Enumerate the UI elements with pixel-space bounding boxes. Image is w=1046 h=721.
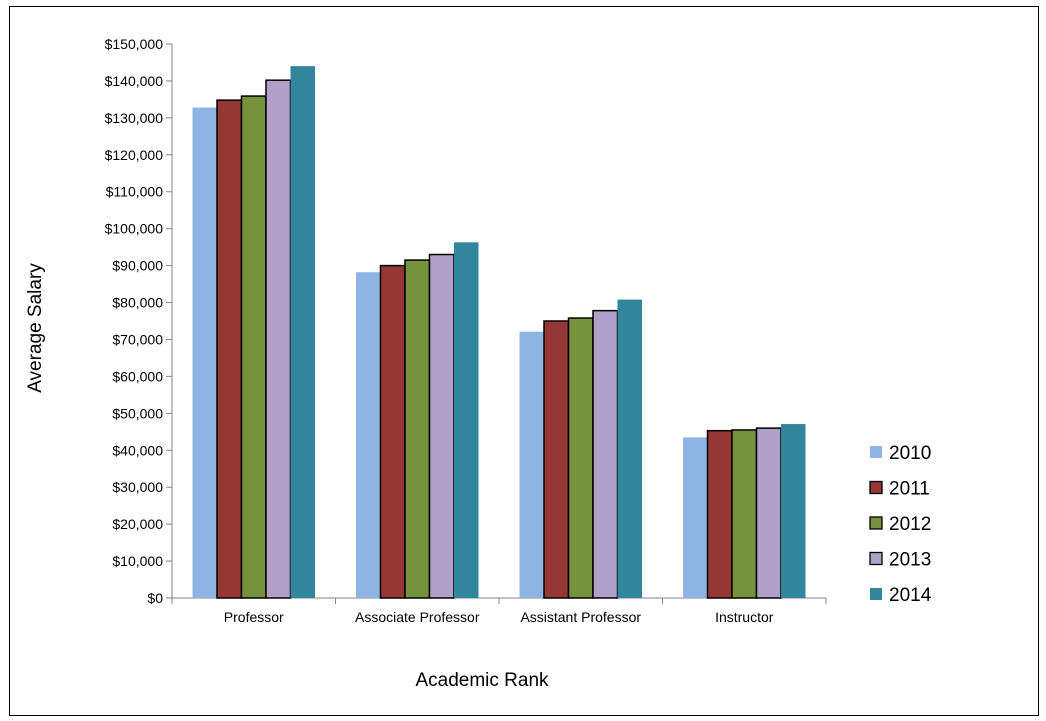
legend-label-2011: 2011	[889, 479, 930, 500]
legend-label-2010: 2010	[889, 443, 931, 464]
x-tick-label: Assistant Professor	[520, 609, 641, 625]
bar-2011-assistant-professor	[543, 320, 570, 599]
y-tick-label: $50,000	[112, 405, 163, 421]
bars	[192, 66, 806, 599]
y-axis: $0 $10,000 $20,000 $30,000 $40,000 $50,000 $60…	[105, 36, 173, 606]
bar-2010-associate-professor	[356, 272, 381, 598]
bar-2014-professor	[290, 66, 315, 598]
bar-2012-assistant-professor	[567, 317, 594, 599]
bar-2010-professor	[192, 107, 217, 598]
y-tick-label: $80,000	[112, 295, 163, 311]
bar-2013-professor	[265, 79, 292, 599]
legend-label-2014: 2014	[889, 585, 932, 606]
bar-2014-instructor	[781, 424, 806, 598]
y-tick-label: $110,000	[106, 184, 164, 200]
y-tick-label: $100,000	[105, 221, 164, 237]
bar-2011-professor	[216, 99, 243, 599]
legend-label-2013: 2013	[889, 550, 931, 571]
y-tick-label: $40,000	[112, 442, 163, 458]
bar-2014-assistant-professor	[617, 299, 642, 598]
bar-2013-instructor	[755, 427, 782, 599]
legend-swatch-2011	[869, 480, 883, 495]
legend-swatch-2014	[870, 588, 882, 600]
legend-swatch-2010	[870, 446, 882, 458]
y-axis-title: Average Salary	[25, 263, 46, 393]
bar-2012-associate-professor	[404, 259, 431, 599]
bar-2013-assistant-professor	[592, 309, 619, 599]
x-axis-title: Academic Rank	[415, 670, 549, 691]
y-tick-label: $70,000	[112, 331, 163, 347]
bar-2010-assistant-professor	[519, 331, 544, 598]
y-tick-label: $140,000	[105, 73, 164, 89]
y-tick-label: $20,000	[112, 516, 163, 532]
legend-label-2012: 2012	[889, 514, 931, 535]
y-tick-label: $130,000	[105, 110, 164, 126]
bar-2013-associate-professor	[428, 253, 455, 599]
bar-2012-instructor	[731, 429, 758, 599]
y-tick-label: $60,000	[112, 368, 163, 384]
y-tick-label: $90,000	[112, 258, 163, 274]
x-tick-label: Instructor	[715, 609, 774, 625]
bar-2011-instructor	[706, 429, 733, 599]
x-axis: Professor Associate Professor Assistant Pr…	[171, 597, 827, 625]
y-tick-label: $30,000	[112, 479, 163, 495]
legend-swatch-2012	[869, 516, 883, 530]
x-tick-label: Professor	[224, 609, 284, 625]
y-tick-label: $10,000	[112, 553, 163, 569]
x-tick-label: Associate Professor	[355, 609, 480, 625]
bar-2011-associate-professor	[379, 264, 406, 599]
y-tick-label: $150,000	[105, 36, 164, 52]
legend-swatch-2013	[869, 551, 883, 566]
bar-2012-professor	[240, 95, 267, 599]
legend: 2010 2011 2012 2013 2014	[869, 443, 932, 606]
bar-2014-associate-professor	[454, 242, 479, 598]
y-tick-label: $0	[147, 590, 163, 606]
y-tick-label: $120,000	[105, 147, 164, 163]
bar-2010-instructor	[683, 437, 708, 598]
